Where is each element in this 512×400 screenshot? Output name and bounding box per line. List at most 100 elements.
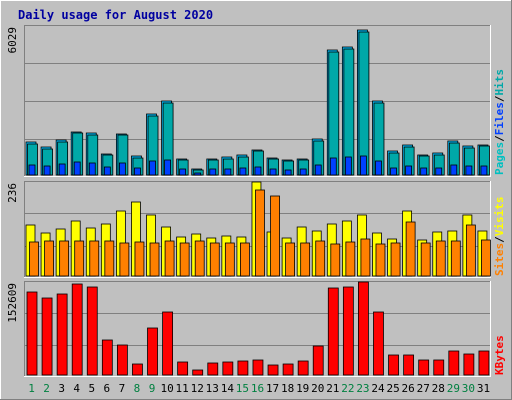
x-tick-label: 15	[236, 382, 249, 395]
x-tick-label: 25	[386, 382, 399, 395]
bar-pages	[465, 165, 473, 176]
legend-separator: /	[493, 236, 506, 243]
x-tick-label: 13	[206, 382, 219, 395]
bar-sites	[89, 240, 100, 277]
bar-sites	[209, 242, 220, 277]
bar-pages	[450, 164, 458, 176]
bar-kbytes	[207, 362, 219, 376]
x-tick-label: 3	[58, 382, 65, 395]
bar-sites	[330, 243, 341, 277]
bar-kbytes	[41, 297, 53, 376]
y-max-label: 152609	[6, 283, 19, 323]
bar-pages	[314, 164, 322, 176]
bar-pages	[435, 167, 443, 176]
series-sites	[29, 189, 491, 277]
legend-sites: Sites	[493, 243, 506, 276]
bar-kbytes	[116, 344, 128, 376]
bar-sites	[315, 240, 326, 277]
bar-sites	[465, 224, 476, 277]
x-tick-label: 5	[88, 382, 95, 395]
bar-kbytes	[86, 286, 98, 376]
bar-sites	[240, 242, 250, 277]
bar-kbytes	[388, 354, 399, 376]
bar-pages	[43, 165, 51, 176]
bar-pages	[480, 165, 488, 176]
x-tick-label: 21	[326, 382, 339, 395]
bar-sites	[134, 241, 145, 277]
bar-kbytes	[162, 311, 173, 376]
bar-pages	[209, 168, 217, 176]
bar-sites	[44, 240, 54, 277]
bar-pages	[28, 164, 36, 176]
bar-sites	[285, 242, 295, 277]
panel-visits-sites: 236 Sites/Visits	[6, 181, 506, 278]
bar-files	[328, 51, 340, 176]
bar-kbytes	[267, 364, 279, 376]
bar-kbytes	[132, 363, 143, 376]
bar-pages	[73, 161, 81, 176]
bar-pages	[88, 162, 96, 176]
bar-kbytes	[327, 287, 339, 376]
bar-sites	[375, 243, 386, 277]
x-tick-label: 6	[104, 382, 111, 395]
bar-kbytes	[26, 291, 38, 376]
bar-kbytes	[297, 360, 309, 376]
bar-sites	[104, 240, 115, 277]
bar-pages	[299, 168, 307, 176]
bar-sites	[420, 242, 431, 277]
bar-sites	[29, 241, 39, 277]
x-tick-label: 31	[477, 382, 490, 395]
bar-files	[343, 48, 355, 176]
bar-files	[358, 31, 370, 176]
bar-kbytes	[56, 293, 68, 376]
bar-pages	[390, 167, 397, 176]
bar-sites	[224, 242, 235, 277]
bar-sites	[405, 221, 416, 277]
legend-kbytes: KBytes	[493, 335, 506, 375]
bar-kbytes	[71, 283, 83, 376]
bar-kbytes	[448, 350, 460, 376]
bar-sites	[149, 242, 160, 277]
x-tick-label: 19	[296, 382, 309, 395]
x-tick-label: 1	[28, 382, 35, 395]
bar-kbytes	[192, 369, 204, 376]
legend-separator: /	[493, 95, 506, 102]
bar-sites	[270, 195, 280, 277]
bar-sites	[74, 240, 85, 277]
series-pages	[28, 155, 488, 176]
panel-legend: Sites/Visits	[493, 197, 506, 277]
bar-sites	[390, 242, 401, 277]
x-tick-label: 24	[371, 382, 385, 395]
bar-kbytes	[403, 354, 415, 376]
bar-pages	[360, 155, 367, 176]
bar-pages	[329, 157, 337, 176]
bar-pages	[118, 162, 126, 176]
bar-sites	[450, 240, 461, 277]
bar-kbytes	[177, 361, 189, 376]
bar-kbytes	[478, 350, 490, 376]
bar-pages	[58, 163, 66, 176]
bar-kbytes	[222, 361, 234, 376]
bar-sites	[345, 241, 356, 277]
panel-legend: KBytes	[493, 335, 506, 375]
x-tick-label: 2	[43, 382, 50, 395]
bar-sites	[179, 242, 190, 277]
x-tick-label: 22	[341, 382, 354, 395]
bar-sites	[119, 242, 130, 277]
y-max-label: 6029	[6, 27, 19, 54]
bar-kbytes	[147, 327, 158, 376]
bar-pages	[375, 160, 382, 176]
bar-pages	[194, 172, 202, 176]
bar-pages	[269, 168, 277, 176]
x-tick-label: 9	[149, 382, 156, 395]
bar-pages	[224, 168, 232, 176]
x-tick-label: 16	[251, 382, 264, 395]
bar-pages	[103, 166, 111, 176]
y-max-label: 236	[6, 183, 19, 203]
bar-kbytes	[312, 345, 324, 376]
x-tick-label: 23	[356, 382, 369, 395]
bar-sites	[360, 238, 371, 277]
bar-pages	[405, 165, 413, 176]
